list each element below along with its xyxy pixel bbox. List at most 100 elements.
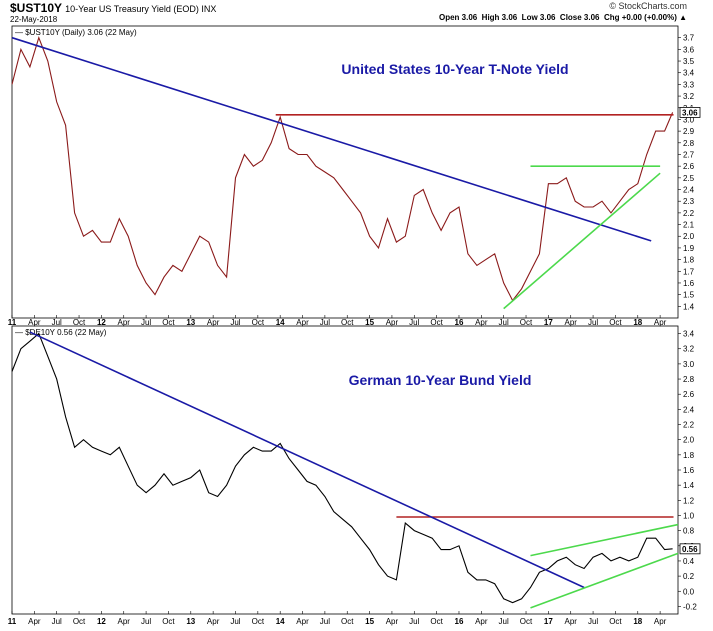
y-tick-label: 0.0 — [683, 587, 695, 596]
y-tick-label: 1.7 — [683, 267, 695, 276]
x-tick-label: Apr — [296, 318, 309, 327]
x-tick-label: Apr — [564, 318, 577, 327]
last-value-label: 0.56 — [682, 545, 698, 554]
ohlc-readout: Open 3.06 High 3.06 Low 3.06 Close 3.06 … — [438, 13, 687, 22]
y-tick-label: 2.8 — [683, 375, 695, 384]
uptrend-line — [503, 172, 661, 310]
x-tick-label: 15 — [365, 318, 374, 327]
x-tick-label: Apr — [207, 318, 220, 327]
x-tick-label: Apr — [654, 318, 667, 327]
x-tick-label: Apr — [118, 617, 131, 626]
x-tick-label: Apr — [654, 617, 667, 626]
x-tick-label: Jul — [320, 617, 330, 626]
y-tick-label: 2.5 — [683, 174, 695, 183]
y-tick-label: 2.6 — [683, 162, 695, 171]
legend-label: — $DE10Y 0.56 (22 May) — [15, 328, 107, 337]
panel-frame — [11, 25, 679, 319]
y-tick-label: 1.8 — [683, 256, 695, 265]
x-tick-label: Jul — [499, 318, 509, 327]
last-value-label: 3.06 — [682, 108, 698, 117]
y-tick-label: 2.7 — [683, 150, 695, 159]
y-tick-label: -0.2 — [683, 602, 697, 611]
chart-title: German 10-Year Bund Yield — [349, 372, 532, 388]
x-tick-label: Oct — [162, 617, 175, 626]
x-tick-label: Oct — [73, 617, 86, 626]
x-tick-label: Apr — [28, 318, 41, 327]
x-tick-label: Apr — [28, 617, 41, 626]
y-tick-label: 1.0 — [683, 511, 695, 520]
y-tick-label: 3.2 — [683, 345, 695, 354]
y-tick-label: 1.5 — [683, 291, 695, 300]
x-tick-label: Oct — [341, 617, 354, 626]
x-tick-label: 12 — [97, 617, 106, 626]
y-tick-label: 2.9 — [683, 127, 695, 136]
x-tick-label: Oct — [430, 617, 443, 626]
y-tick-label: 2.8 — [683, 139, 695, 148]
x-tick-label: 17 — [544, 617, 553, 626]
x-tick-label: 16 — [455, 318, 464, 327]
y-tick-label: 1.8 — [683, 451, 695, 460]
symbol-text: $UST10Y — [10, 1, 62, 15]
x-tick-label: 11 — [8, 617, 17, 626]
y-tick-label: 3.0 — [683, 115, 695, 124]
y-tick-label: 2.2 — [683, 209, 695, 218]
x-tick-label: 11 — [8, 318, 17, 327]
x-tick-label: Jul — [141, 617, 151, 626]
x-tick-label: Apr — [118, 318, 131, 327]
x-tick-label: 17 — [544, 318, 553, 327]
x-tick-label: Oct — [609, 617, 622, 626]
x-tick-label: Jul — [52, 617, 62, 626]
x-tick-label: Oct — [162, 318, 175, 327]
y-tick-label: 2.2 — [683, 421, 695, 430]
x-tick-label: Jul — [230, 617, 240, 626]
x-tick-label: 14 — [276, 617, 285, 626]
legend-label: — $UST10Y (Daily) 3.06 (22 May) — [15, 28, 137, 37]
last-value-box — [679, 107, 701, 118]
last-value-box — [679, 543, 701, 555]
y-tick-label: 1.6 — [683, 279, 695, 288]
x-tick-label: Oct — [520, 617, 533, 626]
x-tick-label: 18 — [633, 617, 642, 626]
x-tick-label: Jul — [588, 318, 598, 327]
y-tick-label: 2.4 — [683, 405, 695, 414]
y-tick-label: 3.4 — [683, 69, 695, 78]
x-tick-label: 15 — [365, 617, 374, 626]
y-tick-label: 0.2 — [683, 572, 695, 581]
y-tick-label: 1.2 — [683, 496, 695, 505]
y-tick-label: 1.6 — [683, 466, 695, 475]
x-tick-label: 18 — [633, 318, 642, 327]
y-tick-label: 2.3 — [683, 197, 695, 206]
y-tick-label: 2.4 — [683, 186, 695, 195]
x-tick-label: Jul — [409, 318, 419, 327]
x-tick-label: Jul — [588, 617, 598, 626]
x-tick-label: Oct — [252, 617, 265, 626]
y-tick-label: 2.6 — [683, 390, 695, 399]
x-tick-label: Jul — [499, 617, 509, 626]
y-tick-label: 2.0 — [683, 436, 695, 445]
downtrend-line — [11, 36, 652, 242]
x-tick-label: 12 — [97, 318, 106, 327]
uptrend-line — [530, 552, 679, 609]
chart-date: 22-May-2018 — [10, 15, 58, 24]
x-tick-label: Apr — [386, 617, 399, 626]
chart-title: United States 10-Year T-Note Yield — [341, 61, 568, 77]
x-tick-label: Oct — [520, 318, 533, 327]
x-tick-label: Apr — [564, 617, 577, 626]
y-tick-label: 3.4 — [683, 330, 695, 339]
x-tick-label: Jul — [52, 318, 62, 327]
y-tick-label: 3.3 — [683, 80, 695, 89]
y-tick-label: 1.4 — [683, 481, 695, 490]
y-tick-label: 3.5 — [683, 57, 695, 66]
y-tick-label: 0.8 — [683, 527, 695, 536]
x-tick-label: Oct — [73, 318, 86, 327]
y-tick-label: 0.4 — [683, 557, 695, 566]
y-tick-label: 3.2 — [683, 92, 695, 101]
series-line — [11, 36, 674, 302]
x-tick-label: Oct — [341, 318, 354, 327]
series-line — [11, 332, 673, 604]
x-tick-label: 14 — [276, 318, 285, 327]
uptrend-upper-line — [530, 523, 679, 557]
y-tick-label: 3.0 — [683, 360, 695, 369]
y-tick-label: 2.0 — [683, 232, 695, 241]
